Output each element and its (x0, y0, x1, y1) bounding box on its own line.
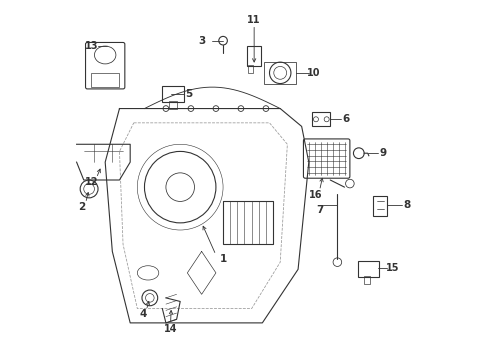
Text: 9: 9 (379, 148, 386, 158)
Text: 5: 5 (185, 89, 192, 99)
Bar (223, 202, 272, 244)
Text: 12: 12 (85, 177, 99, 187)
Text: 15: 15 (385, 262, 399, 273)
Bar (169, 102, 176, 109)
Text: 3: 3 (198, 36, 205, 46)
Bar (372, 196, 386, 216)
Text: 1: 1 (219, 253, 226, 264)
Text: 8: 8 (403, 200, 410, 210)
Bar (364, 276, 369, 284)
Bar (247, 65, 253, 73)
Text: 14: 14 (163, 324, 177, 334)
Bar (91, 73, 119, 87)
Text: 10: 10 (307, 68, 320, 78)
Text: 13: 13 (85, 41, 98, 51)
Text: 7: 7 (315, 205, 323, 215)
Bar (246, 46, 261, 66)
Text: 16: 16 (308, 190, 322, 200)
Text: 6: 6 (342, 114, 349, 124)
Text: 4: 4 (139, 309, 146, 319)
Text: 11: 11 (247, 15, 261, 25)
Text: 2: 2 (78, 202, 85, 212)
Bar (312, 112, 329, 126)
Bar (264, 62, 296, 84)
